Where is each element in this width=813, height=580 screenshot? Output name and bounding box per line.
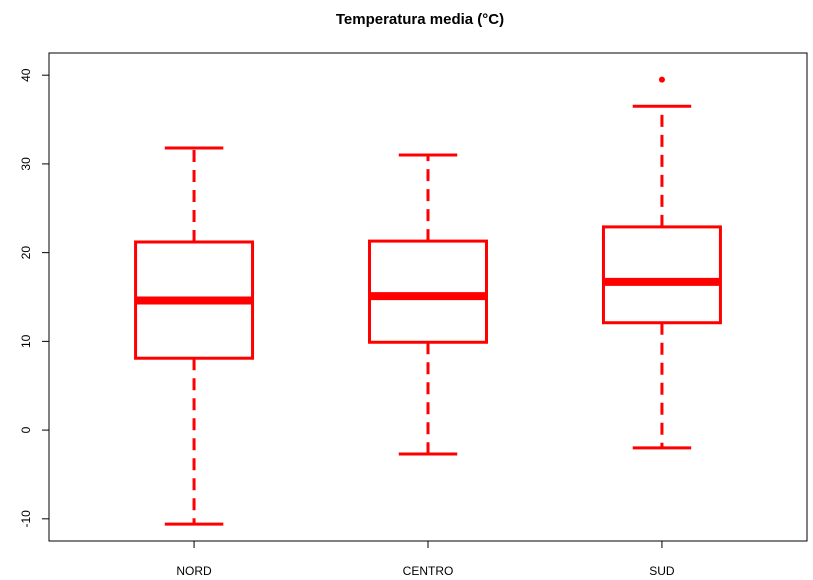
y-tick-label: 10 [19, 334, 33, 348]
x-tick-label: SUD [649, 564, 675, 578]
x-tick-label: NORD [176, 564, 212, 578]
y-tick-label: 30 [19, 157, 33, 171]
y-tick-label: 0 [19, 426, 33, 433]
box-centro [368, 153, 488, 456]
x-axis: NORD CENTRO SUD [176, 541, 675, 578]
boxes-layer [134, 76, 722, 526]
iqr-box [601, 225, 722, 325]
chart-title: Temperatura media (°C) [336, 11, 504, 28]
box-nord [134, 146, 255, 526]
y-tick-label: 40 [19, 68, 33, 82]
box-sud [601, 76, 722, 450]
outlier-point [658, 76, 665, 83]
y-tick-label: 20 [19, 246, 33, 260]
y-axis: -10 0 10 20 30 40 [19, 68, 49, 527]
x-tick-label: CENTRO [403, 564, 454, 578]
y-tick-label: -10 [19, 510, 33, 528]
iqr-box [368, 239, 488, 344]
